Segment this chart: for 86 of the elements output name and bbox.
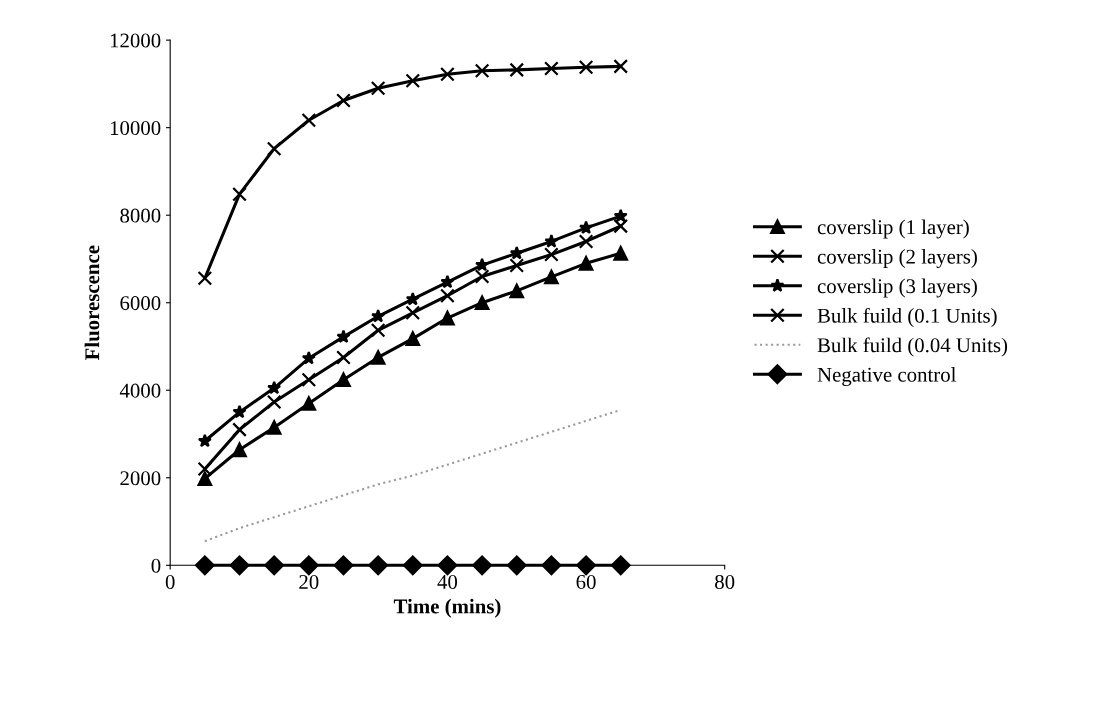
- point: [610, 555, 631, 576]
- point: [613, 218, 629, 234]
- y-tick-label: 4000: [119, 383, 161, 398]
- point: [579, 220, 594, 235]
- point: [197, 461, 213, 477]
- point: [613, 59, 629, 74]
- point: [506, 555, 527, 576]
- point: [336, 93, 351, 108]
- point: [336, 350, 351, 365]
- legend-label: Negative control: [817, 367, 957, 387]
- point: [301, 112, 317, 128]
- legend-label: coverslip (2 layers): [817, 249, 977, 268]
- y-tick-label: 2000: [120, 471, 161, 486]
- point: [509, 245, 524, 260]
- point: [474, 269, 490, 284]
- point: [613, 245, 629, 261]
- point: [266, 141, 282, 157]
- point: [229, 555, 250, 576]
- point: [267, 380, 282, 395]
- x-tick-label: 80: [715, 574, 735, 589]
- point: [578, 255, 594, 271]
- point: [333, 555, 354, 576]
- point: [474, 295, 490, 311]
- point: [301, 396, 317, 411]
- point: [336, 329, 351, 344]
- point: [544, 234, 559, 248]
- y-tick-label: 6000: [120, 296, 161, 311]
- y-tick-label: 12000: [110, 33, 161, 48]
- point: [509, 62, 525, 78]
- point: [440, 288, 455, 304]
- point: [194, 555, 215, 576]
- point: [232, 404, 247, 419]
- point: [509, 258, 525, 273]
- point: [371, 308, 386, 323]
- point: [370, 322, 386, 338]
- point: [266, 394, 282, 410]
- point: [544, 269, 559, 285]
- point: [232, 442, 247, 458]
- point: [405, 73, 421, 89]
- point: [402, 555, 423, 576]
- point: [475, 257, 490, 272]
- point: [298, 555, 319, 576]
- point: [197, 471, 213, 487]
- point: [544, 247, 559, 262]
- y-axis-title: Fluorescence: [84, 245, 100, 361]
- point: [440, 274, 455, 289]
- x-tick-label: 40: [437, 574, 458, 589]
- point: [544, 61, 559, 76]
- point: [336, 372, 351, 388]
- point: [370, 350, 386, 365]
- x-tick-label: 60: [576, 574, 596, 589]
- point: [440, 310, 455, 326]
- point: [301, 350, 316, 365]
- point: [576, 555, 597, 576]
- x-tick-label: 20: [299, 574, 319, 589]
- point: [509, 283, 525, 299]
- y-tick-label: 0: [151, 558, 161, 573]
- y-tick-label: 8000: [120, 208, 161, 223]
- point: [541, 555, 562, 576]
- legend-label: Bulk fuild (0.04 Units): [817, 337, 1008, 357]
- legend-label: coverslip (3 layers): [817, 278, 977, 298]
- point: [197, 270, 213, 286]
- legend-label: coverslip (1 layer): [817, 219, 969, 239]
- point: [613, 208, 628, 223]
- point: [405, 305, 421, 321]
- y-tick-label: 10000: [110, 121, 161, 136]
- point: [472, 555, 493, 576]
- x-axis-title: Time (mins): [393, 598, 501, 618]
- point: [440, 66, 455, 82]
- point: [266, 420, 282, 435]
- point: [578, 59, 594, 75]
- point: [474, 63, 490, 79]
- point: [368, 555, 389, 576]
- point: [232, 422, 247, 437]
- point: [578, 234, 594, 249]
- point: [264, 555, 285, 576]
- point: [232, 186, 247, 202]
- line-series: [203, 408, 622, 543]
- point: [405, 291, 420, 306]
- point: [370, 80, 386, 96]
- point: [197, 433, 212, 448]
- legend-label: Bulk fuild (0.1 Units): [817, 307, 997, 328]
- point: [405, 331, 421, 346]
- x-tick-label: 0: [165, 574, 175, 589]
- point: [437, 555, 458, 576]
- point: [301, 372, 317, 388]
